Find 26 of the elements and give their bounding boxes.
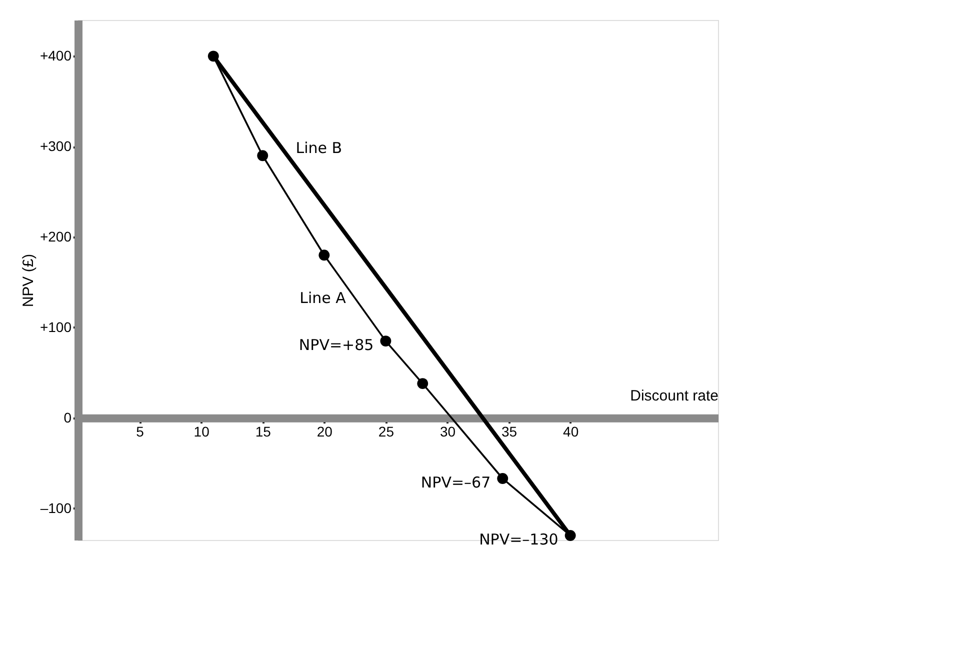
point — [257, 150, 268, 162]
point — [497, 473, 508, 484]
y-tick-label: 0 — [64, 409, 72, 426]
x-tick-label: 20 — [316, 423, 333, 440]
y-tick-label: –100 — [40, 500, 72, 516]
annotation: NPV=–67 — [420, 474, 491, 492]
annotation: NPV=+85 — [298, 336, 374, 354]
point — [318, 250, 330, 261]
point — [380, 336, 392, 347]
point — [417, 378, 428, 390]
series-label: Line A — [300, 289, 347, 308]
y-tick-label: +300 — [40, 138, 72, 154]
x-tick-label: 15 — [255, 423, 272, 440]
x-axis-title: Discount rate — [630, 387, 718, 404]
x-tick-label: 40 — [563, 423, 579, 440]
x-tick-label: 35 — [501, 423, 518, 440]
y-tick-label: +200 — [40, 228, 72, 245]
y-tick-label: +400 — [40, 48, 72, 64]
x-tick-label: 5 — [136, 423, 144, 440]
y-axis-title: NPV (£) — [20, 254, 37, 308]
x-tick-label: 25 — [378, 423, 394, 440]
annotation: NPV=–130 — [479, 530, 558, 548]
series-label: Line B — [296, 139, 342, 158]
x-tick-label: 30 — [440, 423, 456, 440]
x-tick-label: 10 — [194, 423, 210, 440]
y-tick-label: +100 — [40, 318, 72, 335]
